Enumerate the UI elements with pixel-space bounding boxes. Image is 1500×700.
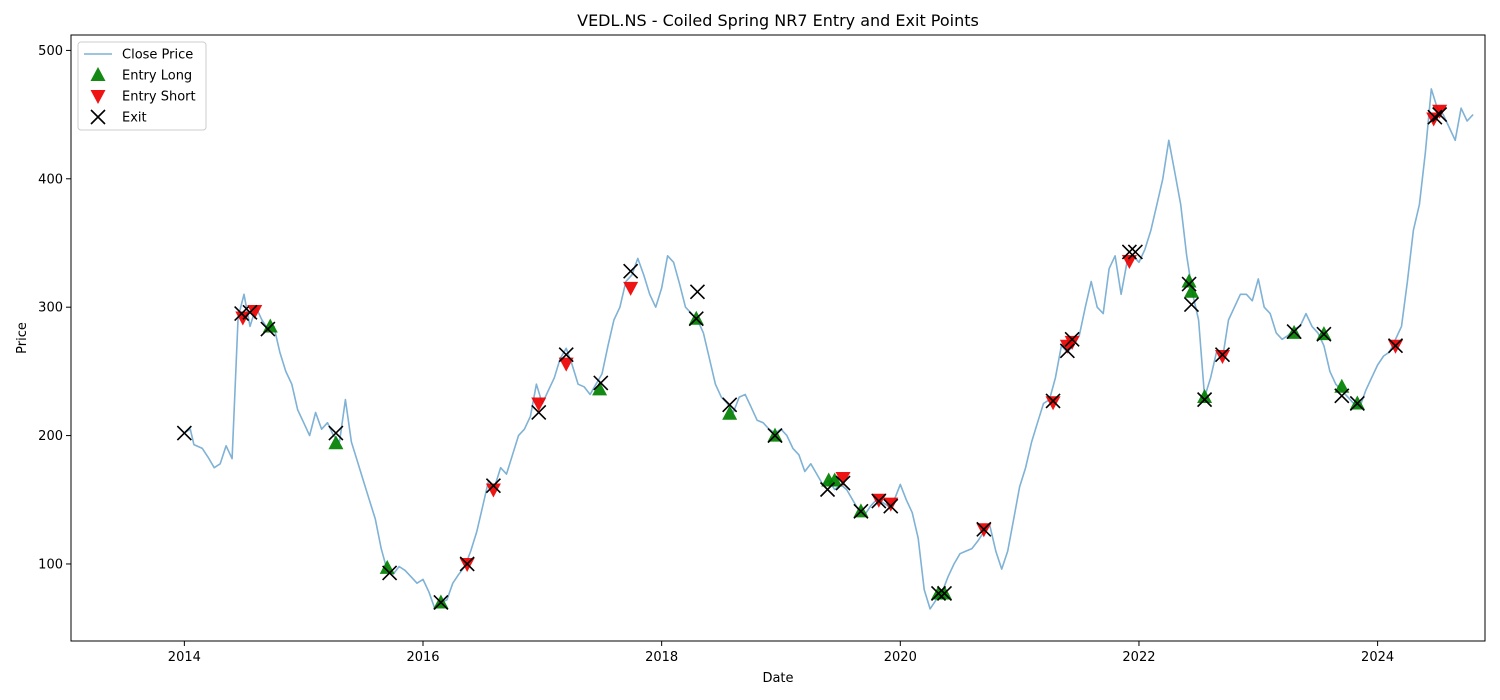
exit-marker: [531, 404, 547, 421]
exit-markers: [176, 107, 1448, 611]
exit-marker: [328, 425, 344, 441]
entry-short-marker: [623, 281, 639, 296]
entry-long-marker: [1181, 273, 1197, 288]
legend-label: Entry Long: [122, 69, 192, 84]
exit-marker: [1349, 395, 1365, 412]
legend-item: Close Price: [84, 48, 193, 63]
entry-short-marker: [1064, 335, 1080, 350]
entry-short-marker: [485, 483, 501, 498]
y-axis-title: Price: [15, 322, 30, 354]
exit-marker: [459, 556, 475, 572]
x-axis: 2014 2016 2018 2020 2022 2024: [168, 641, 1394, 665]
exit-marker: [976, 521, 992, 537]
x-tick-label: 2020: [884, 650, 917, 665]
exit-marker: [1121, 244, 1137, 260]
exit-marker: [1286, 324, 1302, 340]
plot-content: [176, 88, 1474, 611]
exit-marker: [433, 594, 449, 611]
exit-marker: [819, 481, 836, 498]
plot-frame: [70, 34, 1486, 642]
exit-marker: [722, 397, 738, 413]
exit-marker: [1427, 109, 1443, 125]
exit-marker: [871, 493, 887, 509]
entry-short-marker: [1121, 254, 1137, 269]
entry-short-marker: [835, 471, 851, 486]
exit-marker: [688, 311, 704, 327]
exit-marker: [930, 585, 947, 602]
entry-short-marker: [531, 397, 547, 412]
entry-long-marker: [262, 318, 278, 333]
legend-label: Exit: [122, 111, 147, 126]
exit-marker: [1214, 347, 1231, 363]
exit-marker: [1127, 244, 1143, 260]
x-axis-title: Date: [762, 671, 793, 686]
exit-marker: [382, 565, 398, 581]
exit-marker: [485, 478, 501, 494]
legend-item: Exit: [90, 109, 147, 126]
y-tick-label: 200: [38, 429, 63, 444]
y-tick-label: 100: [38, 557, 63, 572]
x-tick-label: 2022: [1122, 650, 1155, 665]
x-tick-label: 2024: [1361, 650, 1394, 665]
exit-marker: [593, 375, 609, 391]
exit-marker: [1064, 331, 1080, 347]
legend-marker-swatch: [90, 109, 106, 125]
exit-marker: [623, 263, 639, 279]
entry-long-marker: [827, 472, 843, 487]
exit-marker: [835, 475, 851, 491]
entry-long-marker: [328, 435, 344, 450]
entry-long-marker: [592, 381, 608, 396]
exit-marker: [853, 503, 869, 519]
plot-area: [71, 35, 1485, 641]
exit-marker: [1432, 107, 1448, 123]
exit-marker: [260, 321, 276, 337]
exit-marker: [1387, 338, 1404, 354]
exit-marker: [1316, 326, 1332, 342]
entry-long-marker: [379, 559, 395, 574]
exit-marker: [1045, 393, 1061, 409]
entry-short-marker: [1045, 396, 1061, 411]
exit-marker: [1181, 276, 1197, 292]
x-tick-label: 2014: [168, 650, 201, 665]
legend-label: Close Price: [122, 48, 193, 63]
exit-marker: [767, 428, 783, 444]
entry-long-marker: [722, 405, 738, 420]
exit-marker: [242, 304, 258, 320]
exit-marker: [558, 347, 574, 363]
y-tick-label: 300: [38, 301, 63, 316]
entry-short-marker: [1214, 349, 1230, 364]
legend-marker-swatch: [90, 90, 106, 104]
legend-item: Entry Short: [90, 90, 196, 105]
exit-marker: [1183, 297, 1200, 313]
y-axis: 100 200 300 400 500: [38, 44, 71, 572]
legend-marker-swatch: [90, 67, 106, 81]
y-tick-label: 500: [38, 44, 63, 59]
exit-marker: [936, 585, 953, 602]
entry-long-marker: [1197, 389, 1213, 404]
x-tick-label: 2018: [645, 650, 678, 665]
y-tick-label: 400: [38, 172, 63, 187]
legend-label: Entry Short: [122, 90, 196, 105]
legend-box: [77, 41, 207, 131]
exit-marker: [883, 498, 899, 514]
exit-marker: [1059, 343, 1075, 359]
entry-short-marker: [883, 497, 899, 512]
exit-marker: [1197, 392, 1213, 408]
entry-long-marker: [1183, 283, 1199, 298]
entry-short-marker: [247, 305, 263, 320]
x-tick-label: 2016: [406, 650, 439, 665]
chart-title: VEDL.NS - Coiled Spring NR7 Entry and Ex…: [577, 11, 979, 30]
exit-marker: [1334, 388, 1350, 404]
entry-long-marker: [1334, 378, 1350, 393]
legend: Close Price Entry Long Entry Short Exit: [77, 41, 207, 131]
legend-item: Entry Long: [90, 67, 192, 84]
exit-marker: [689, 284, 706, 300]
exit-marker: [176, 425, 192, 441]
entry-short-marker: [558, 357, 574, 372]
